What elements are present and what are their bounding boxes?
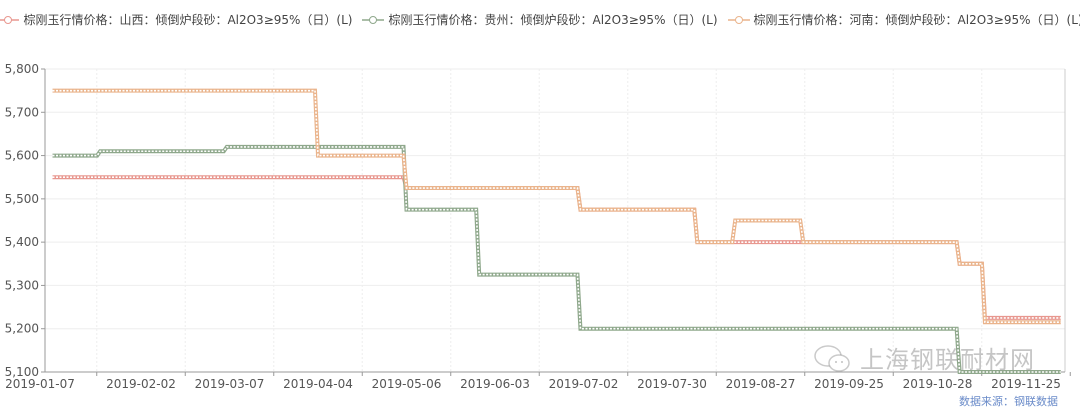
series-markers bbox=[52, 89, 1061, 324]
legend-marker-icon bbox=[727, 15, 750, 24]
legend-label: 棕刚玉行情价格：山西：倾倒炉段砂：Al2O3≥95%（日）(L) bbox=[23, 13, 353, 27]
y-tick-label: 5,500 bbox=[5, 192, 39, 206]
x-tick-label: 2019-01-07 bbox=[5, 377, 75, 391]
x-tick-label: 2019-07-02 bbox=[549, 377, 619, 391]
watermark: 上海钢联耐材网 bbox=[812, 340, 1035, 375]
x-tick-label: 2019-03-07 bbox=[195, 377, 265, 391]
y-tick-label: 5,400 bbox=[5, 235, 39, 249]
legend-marker-icon bbox=[0, 15, 20, 24]
x-tick-label: 2019-08-27 bbox=[726, 377, 796, 391]
series-0 bbox=[52, 175, 1061, 320]
series-line bbox=[52, 175, 1061, 320]
x-tick-label: 2019-05-06 bbox=[372, 377, 442, 391]
series-line bbox=[52, 144, 1061, 374]
x-tick-label: 2019-04-04 bbox=[283, 377, 353, 391]
axes: 5,100 5,200 5,300 5,400 5,500 5,600 5,700 5,800… bbox=[5, 62, 1071, 391]
x-tick-label: 2019-02-02 bbox=[106, 377, 176, 391]
series-markers bbox=[52, 146, 1061, 373]
wechat-icon bbox=[814, 344, 850, 372]
y-tick-label: 5,700 bbox=[5, 105, 39, 119]
series-lines bbox=[52, 88, 1061, 374]
y-tick-label: 5,600 bbox=[5, 149, 39, 163]
series-line bbox=[52, 88, 1061, 325]
x-tick-label: 2019-07-30 bbox=[637, 377, 707, 391]
y-tick-label: 5,100 bbox=[5, 365, 39, 379]
legend-item-guizhou[interactable]: 棕刚玉行情价格：贵州：倾倒炉段砂：Al2O3≥95%（日）(L) bbox=[362, 11, 718, 28]
legend-marker-icon bbox=[362, 15, 385, 24]
legend-label: 棕刚玉行情价格：河南：倾倒炉段砂：Al2O3≥95%（日）(L) bbox=[753, 13, 1080, 27]
x-tick-label: 2019-11-25 bbox=[991, 377, 1061, 391]
y-tick-label: 5,800 bbox=[5, 62, 39, 76]
data-source: 数据来源：钢联数据 bbox=[959, 395, 1058, 408]
x-tick-label: 2019-10-28 bbox=[903, 377, 973, 391]
legend: 棕刚玉行情价格：山西：倾倒炉段砂：Al2O3≥95%（日）(L) 棕刚玉行情价格… bbox=[0, 11, 1080, 28]
x-tick-label: 2019-06-03 bbox=[460, 377, 530, 391]
y-tick-label: 5,300 bbox=[5, 278, 39, 292]
grid bbox=[45, 68, 1066, 373]
series-2 bbox=[52, 88, 1061, 325]
legend-label: 棕刚玉行情价格：贵州：倾倒炉段砂：Al2O3≥95%（日）(L) bbox=[388, 13, 718, 27]
legend-item-shanxi[interactable]: 棕刚玉行情价格：山西：倾倒炉段砂：Al2O3≥95%（日）(L) bbox=[0, 11, 352, 28]
series-1 bbox=[52, 144, 1061, 374]
x-tick-label: 2019-09-25 bbox=[814, 377, 884, 391]
legend-item-henan[interactable]: 棕刚玉行情价格：河南：倾倒炉段砂：Al2O3≥95%（日）(L) bbox=[727, 11, 1080, 28]
series-markers bbox=[52, 176, 1061, 319]
watermark-text: 上海钢联耐材网 bbox=[860, 346, 1035, 374]
y-tick-label: 5,200 bbox=[5, 322, 39, 336]
